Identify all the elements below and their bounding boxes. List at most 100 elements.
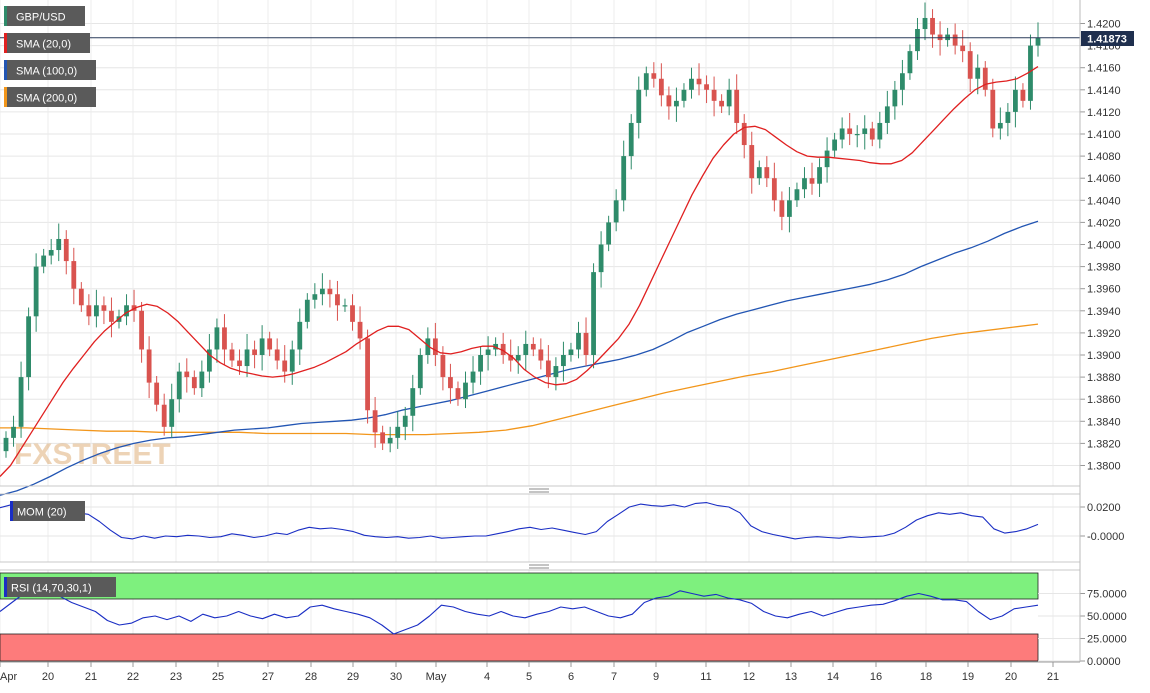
time-axis: Apr 20 21 22 23 25 27 28 29 30 May 4 5 6 7 9 11 12 13 14 16 1…	[0, 662, 1059, 683]
candle-body	[350, 305, 355, 322]
candle-body	[847, 128, 853, 134]
legend-rsi[interactable]: RSI (14,70,30,1)	[4, 577, 116, 597]
candle-body	[154, 382, 160, 405]
candle-body	[854, 134, 860, 136]
candle-body	[267, 338, 273, 350]
time-tick-label: 19	[962, 671, 974, 683]
candle-body	[161, 404, 167, 427]
legend-sma-200-bg	[4, 87, 96, 107]
momentum-layer	[0, 502, 1039, 540]
candle-body	[508, 355, 514, 361]
candle-body	[139, 310, 144, 350]
rsi-line	[0, 590, 1039, 635]
candle-body	[387, 437, 393, 444]
candle-body	[545, 360, 551, 378]
momentum-grid	[0, 506, 1080, 537]
legend-mom[interactable]: MOM (20)	[10, 501, 85, 521]
fxstreet-watermark: FXSTREET	[14, 438, 171, 471]
price-tick-label: 1.3820	[1087, 438, 1121, 450]
time-tick-label: 27	[262, 671, 274, 683]
legend-sma-100[interactable]: SMA (100,0)	[4, 60, 96, 80]
candle-body	[583, 332, 589, 355]
candle-body	[365, 338, 370, 411]
candle-body	[900, 73, 905, 90]
legend-mom-swatch	[10, 501, 13, 521]
candle-body	[538, 349, 544, 361]
time-tick-label: May	[426, 671, 447, 683]
candle-body	[237, 360, 242, 367]
candle-body	[787, 200, 792, 217]
legend-sma-200[interactable]: SMA (200,0)	[4, 87, 96, 107]
sma-200-layer	[0, 323, 1039, 436]
candle-body	[930, 17, 935, 35]
resize-handle-1[interactable]	[529, 488, 549, 493]
candle-body	[598, 244, 604, 273]
candle-body	[432, 338, 438, 355]
candle-body	[417, 355, 423, 389]
candle-body	[206, 349, 212, 372]
resize-handle-2[interactable]	[529, 564, 549, 569]
candle-body	[41, 255, 47, 267]
candle-body	[997, 122, 1003, 129]
candle-body	[719, 100, 725, 107]
candle-body	[817, 167, 822, 184]
candle-body	[244, 349, 250, 367]
price-tick-label: 1.3920	[1087, 328, 1121, 340]
candle-body	[824, 150, 830, 168]
price-tick-label: 1.3860	[1087, 394, 1121, 406]
time-tick-label: 23	[170, 671, 182, 683]
legend-mom-bg	[10, 501, 85, 521]
candle-body	[11, 426, 16, 438]
rsi-layer	[0, 590, 1039, 635]
candle-body	[877, 122, 883, 140]
candle-body	[109, 310, 114, 322]
legend-sma-20[interactable]: SMA (20,0)	[4, 33, 90, 53]
candle-body	[960, 45, 966, 52]
time-tick-label: 7	[611, 671, 617, 683]
main-price-grid	[0, 0, 1080, 662]
candle-body	[613, 200, 619, 223]
price-tick-label: 1.4080	[1087, 151, 1121, 163]
price-tick-label: 1.4120	[1087, 107, 1121, 119]
price-tick-label: 1.4040	[1087, 195, 1121, 207]
legend-symbol[interactable]: GBP/USD	[4, 6, 85, 26]
time-tick-label: 13	[785, 671, 797, 683]
candle-body	[975, 67, 981, 79]
candle-body	[704, 84, 709, 90]
sma-20-line	[0, 66, 1039, 477]
sma-100-line	[0, 220, 1039, 496]
candle-body	[711, 89, 717, 101]
candle-body	[967, 51, 973, 79]
candle-body	[862, 128, 868, 134]
candle-body	[922, 17, 928, 30]
candle-body	[455, 388, 461, 400]
legend-sma-100-bg	[4, 60, 96, 80]
time-tick-label: 6	[568, 671, 574, 683]
candle-body	[463, 382, 468, 400]
legend-mom-text: MOM (20)	[17, 507, 67, 519]
candle-body	[56, 238, 62, 251]
rsi-grid	[1038, 593, 1080, 662]
rsi-tick-label: 50.0000	[1087, 611, 1127, 623]
time-tick-label: 21	[85, 671, 97, 683]
sma-20-layer	[0, 66, 1039, 477]
price-tick-label: 1.4020	[1087, 217, 1121, 229]
candle-body	[553, 366, 559, 378]
time-tick-label: 12	[743, 671, 755, 683]
legend-sma-200-swatch	[4, 87, 7, 107]
legend-rsi-swatch	[4, 577, 7, 597]
candle-body	[342, 305, 348, 307]
candle-body	[681, 89, 687, 101]
candle-body	[252, 349, 257, 355]
candle-body	[779, 200, 785, 217]
time-tick-label: 25	[212, 671, 224, 683]
legend-rsi-text: RSI (14,70,30,1)	[11, 583, 92, 595]
candle-body	[259, 338, 265, 355]
candle-body	[71, 261, 77, 289]
candle-body	[78, 288, 84, 306]
price-tick-label: 1.4100	[1087, 129, 1121, 141]
legend-sma-20-text: SMA (20,0)	[16, 39, 71, 51]
candle-body	[372, 410, 378, 433]
price-tick-label: 1.3900	[1087, 350, 1121, 362]
price-tick-label: 1.3940	[1087, 306, 1121, 318]
